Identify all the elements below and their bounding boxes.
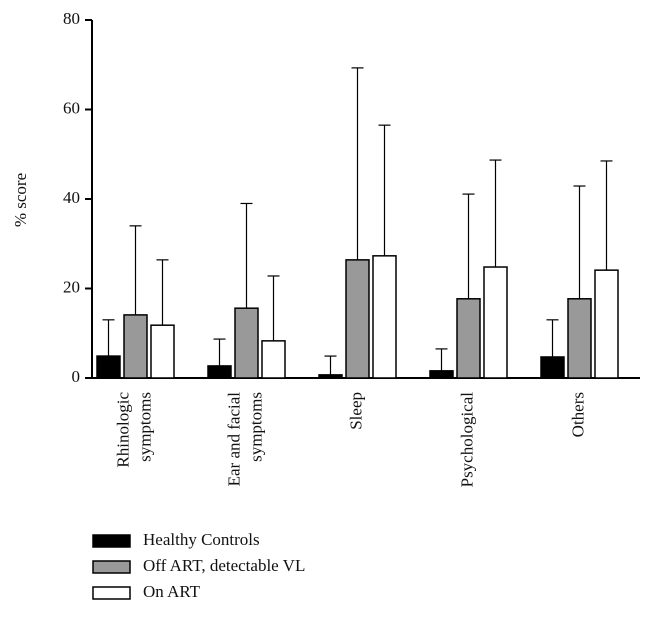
bar (234, 307, 259, 379)
x-tick-label: Psychological (457, 392, 476, 488)
y-axis-label: % score (11, 173, 30, 227)
bar (207, 365, 232, 379)
bar (345, 259, 370, 379)
x-tick-label: symptoms (246, 392, 265, 462)
bar (483, 266, 508, 379)
y-tick-label: 80 (63, 9, 80, 28)
bar (594, 269, 619, 379)
bar (261, 340, 286, 379)
legend-label: Off ART, detectable VL (143, 556, 305, 575)
legend-swatch (92, 534, 131, 548)
bar (456, 298, 481, 379)
y-tick-label: 20 (63, 277, 80, 296)
bar (540, 356, 565, 379)
bar (318, 374, 343, 379)
x-tick-label: Sleep (346, 392, 365, 430)
bar (372, 255, 397, 379)
y-tick-label: 0 (72, 367, 81, 386)
bar (150, 324, 175, 379)
bar (123, 314, 148, 379)
legend-swatch (92, 586, 131, 600)
y-tick-label: 40 (63, 188, 80, 207)
legend-label: On ART (143, 582, 201, 601)
x-tick-label: symptoms (135, 392, 154, 462)
bar (96, 355, 121, 379)
legend-label: Healthy Controls (143, 530, 260, 549)
legend-swatch (92, 560, 131, 574)
y-tick-label: 60 (63, 98, 80, 117)
x-tick-label: Others (568, 392, 587, 437)
x-tick-label: Rhinologic (113, 392, 132, 468)
bar (429, 370, 454, 379)
x-tick-label: Ear and facial (224, 392, 243, 487)
bar (567, 298, 592, 379)
